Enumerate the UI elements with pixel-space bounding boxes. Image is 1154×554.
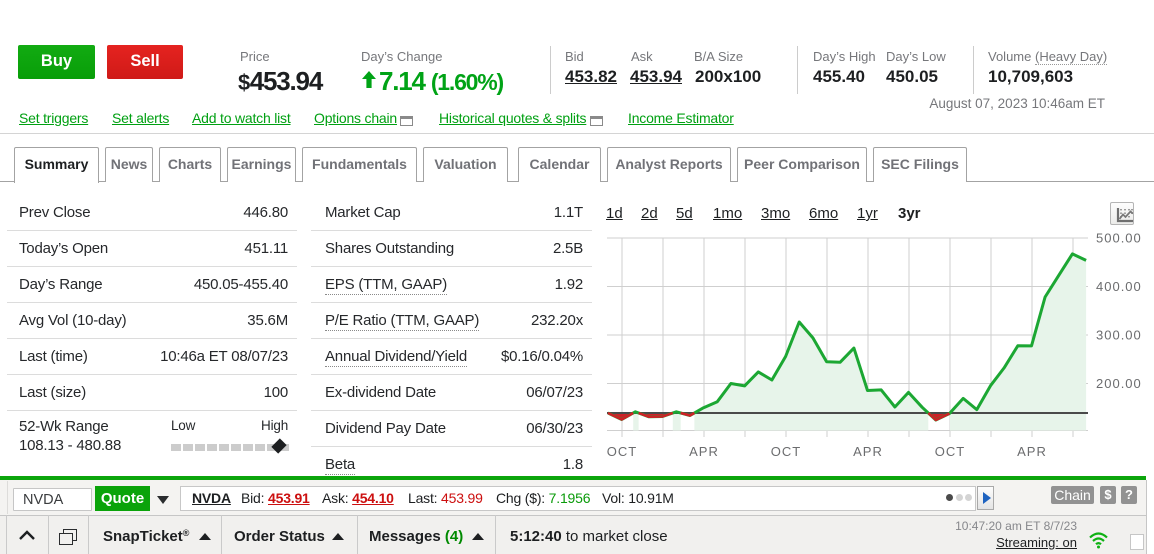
svg-text:200.00: 200.00 <box>1096 376 1142 391</box>
svg-text:APR: APR <box>853 444 883 459</box>
svg-text:APR: APR <box>1017 444 1047 459</box>
svg-text:300.00: 300.00 <box>1096 328 1142 343</box>
svg-text:OCT: OCT <box>935 444 965 459</box>
svg-text:APR: APR <box>689 444 719 459</box>
svg-text:400.00: 400.00 <box>1096 279 1142 294</box>
svg-text:OCT: OCT <box>607 444 637 459</box>
svg-text:500.00: 500.00 <box>1096 231 1142 246</box>
svg-text:OCT: OCT <box>771 444 801 459</box>
